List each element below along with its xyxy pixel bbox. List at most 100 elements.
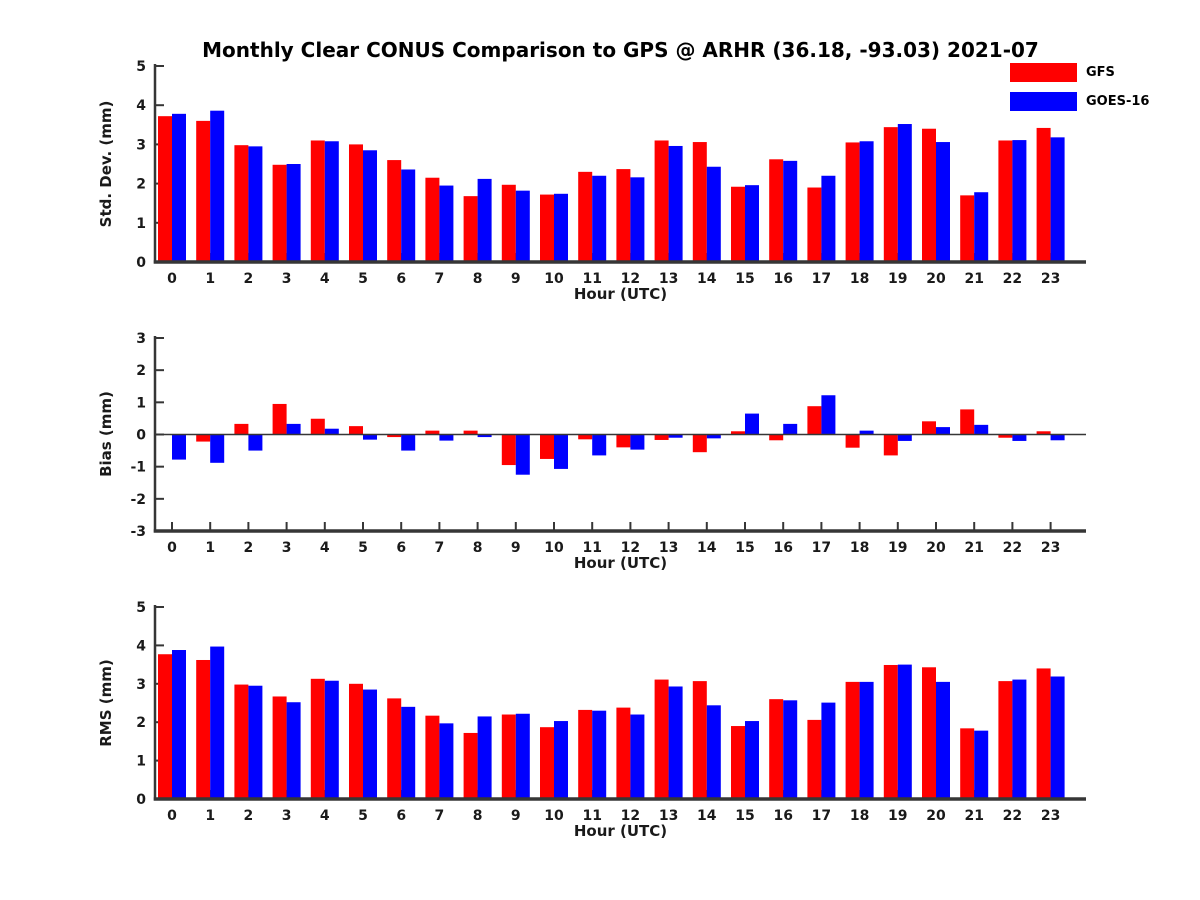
bar-bias-goes-16-h15	[745, 413, 759, 435]
y-tick-label: 3	[136, 331, 146, 347]
bar-bias-goes-16-h18	[859, 430, 874, 435]
bar-bias-goes-16-h3	[286, 423, 301, 435]
bar-bias-goes-16-h23	[1050, 434, 1065, 441]
bar-std-dev-goes-16-h4	[324, 141, 339, 262]
x-tick-label: 23	[1041, 271, 1060, 287]
x-tick-label: 8	[473, 271, 483, 287]
bar-rms-goes-16-h6	[401, 706, 416, 799]
bar-rms-gfs-h8	[463, 732, 478, 799]
bar-bias-goes-16-h16	[783, 423, 798, 435]
bar-rms-gfs-h23	[1036, 668, 1051, 799]
bar-std-dev-gfs-h8	[463, 196, 478, 262]
bar-rms-goes-16-h21	[974, 730, 989, 799]
y-tick-label: 3	[136, 137, 146, 153]
figure-title: Monthly Clear CONUS Comparison to GPS @ …	[202, 38, 1039, 62]
bar-rms-goes-16-h11	[592, 710, 607, 799]
x-tick-label: 14	[697, 540, 717, 556]
legend-item-goes16: GOES-16	[1010, 92, 1149, 111]
xlabel-std-dev: Hour (UTC)	[573, 285, 668, 303]
bar-std-dev-gfs-h9	[501, 184, 516, 262]
bar-bias-goes-16-h22	[1012, 434, 1027, 441]
bar-bias-gfs-h13	[654, 434, 669, 440]
x-tick-label: 9	[511, 271, 521, 287]
bar-std-dev-gfs-h13	[654, 140, 669, 262]
x-tick-label: 1	[205, 808, 215, 824]
ylabel-bias: Bias (mm)	[97, 391, 115, 477]
bar-std-dev-gfs-h1	[196, 120, 211, 262]
bar-rms-goes-16-h2	[248, 685, 263, 799]
x-tick-label: 15	[735, 271, 754, 287]
bar-rms-goes-16-h20	[936, 681, 950, 799]
bar-rms-gfs-h3	[272, 696, 287, 799]
bar-std-dev-goes-16-h2	[248, 146, 263, 262]
y-tick-label: 5	[136, 59, 146, 75]
bar-bias-gfs-h22	[998, 434, 1013, 438]
bar-rms-gfs-h6	[387, 698, 402, 799]
x-tick-label: 5	[358, 271, 368, 287]
x-tick-label: 10	[544, 271, 564, 287]
bar-std-dev-goes-16-h11	[592, 175, 607, 262]
bar-rms-goes-16-h0	[172, 650, 186, 799]
y-tick-label: 5	[136, 600, 146, 616]
x-tick-label: 8	[473, 808, 483, 824]
bar-std-dev-gfs-h23	[1036, 127, 1051, 262]
bar-bias-gfs-h2	[234, 423, 249, 435]
bar-rms-gfs-h11	[578, 709, 593, 799]
bar-std-dev-gfs-h4	[310, 140, 325, 262]
x-tick-label: 7	[435, 808, 445, 824]
x-tick-label: 13	[659, 540, 678, 556]
bar-std-dev-goes-16-h20	[936, 142, 950, 262]
x-tick-label: 1	[205, 540, 215, 556]
bar-std-dev-goes-16-h1	[210, 110, 225, 262]
bar-bias-gfs-h20	[922, 421, 936, 435]
bar-bias-gfs-h21	[960, 409, 975, 435]
y-tick-label: 2	[136, 715, 146, 731]
y-tick-label: -1	[130, 460, 146, 476]
bar-std-dev-gfs-h19	[883, 127, 898, 262]
bar-std-dev-goes-16-h10	[554, 193, 568, 262]
bar-bias-goes-16-h0	[172, 434, 186, 460]
bar-std-dev-goes-16-h13	[668, 145, 683, 262]
bar-std-dev-goes-16-h6	[401, 169, 416, 262]
bar-rms-goes-16-h22	[1012, 679, 1027, 799]
bar-bias-gfs-h17	[807, 406, 822, 435]
bar-rms-gfs-h20	[922, 667, 936, 799]
bar-std-dev-goes-16-h17	[821, 175, 836, 262]
bar-std-dev-goes-16-h8	[477, 178, 492, 262]
bar-std-dev-goes-16-h15	[745, 185, 759, 262]
bar-rms-goes-16-h10	[554, 721, 568, 799]
x-tick-label: 3	[282, 271, 292, 287]
bar-std-dev-gfs-h6	[387, 160, 402, 262]
bar-rms-goes-16-h13	[668, 686, 683, 799]
bar-bias-goes-16-h12	[630, 434, 645, 450]
x-tick-label: 1	[205, 271, 215, 287]
bar-rms-goes-16-h23	[1050, 676, 1065, 799]
bar-bias-gfs-h3	[272, 403, 287, 435]
y-tick-label: 1	[136, 754, 146, 770]
bar-bias-gfs-h6	[387, 434, 402, 438]
bar-std-dev-gfs-h20	[922, 128, 936, 262]
bar-std-dev-goes-16-h21	[974, 192, 989, 262]
x-tick-label: 19	[888, 808, 907, 824]
x-tick-label: 22	[1003, 271, 1022, 287]
bar-std-dev-gfs-h21	[960, 195, 975, 262]
x-tick-label: 20	[926, 271, 946, 287]
bar-bias-gfs-h18	[845, 434, 860, 448]
bar-rms-goes-16-h16	[783, 700, 798, 799]
bar-rms-gfs-h7	[425, 715, 440, 799]
legend-swatch-goes16-icon	[1010, 92, 1077, 111]
bar-bias-goes-16-h13	[668, 434, 683, 438]
x-tick-label: 19	[888, 540, 907, 556]
bar-std-dev-goes-16-h19	[897, 124, 912, 263]
x-tick-label: 14	[697, 808, 717, 824]
bar-std-dev-goes-16-h22	[1012, 140, 1027, 262]
bar-rms-goes-16-h3	[286, 702, 301, 799]
x-tick-label: 9	[511, 540, 521, 556]
bar-bias-gfs-h11	[578, 434, 593, 440]
bar-bias-goes-16-h11	[592, 434, 607, 456]
bar-rms-gfs-h10	[540, 727, 554, 799]
bar-rms-goes-16-h5	[363, 689, 377, 799]
x-tick-label: 12	[621, 271, 640, 287]
